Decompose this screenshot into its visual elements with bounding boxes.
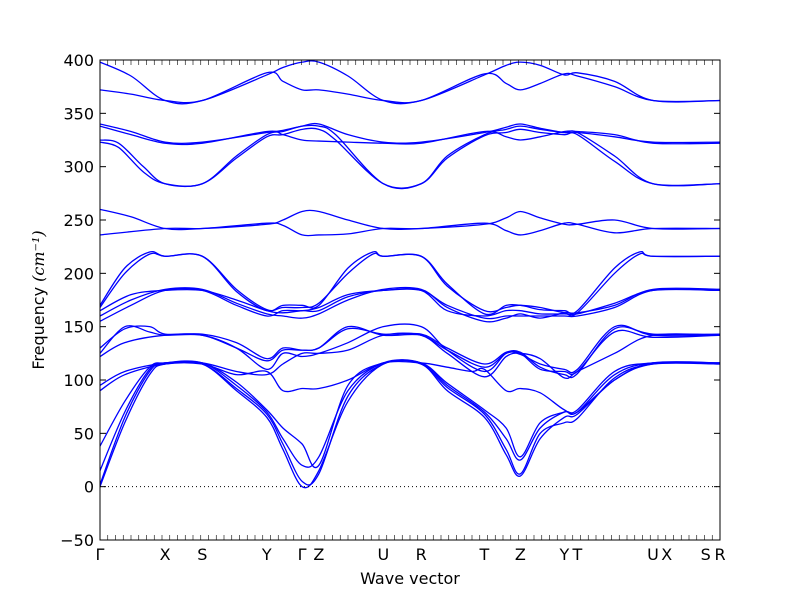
x-tick-label: T xyxy=(479,545,490,564)
x-tick-label: R xyxy=(416,545,427,564)
band-12 xyxy=(100,287,720,317)
plot-area xyxy=(99,59,721,541)
x-tick-label: X xyxy=(160,545,171,564)
x-tick-label: Γ xyxy=(96,545,105,564)
y-tick-label: 400 xyxy=(63,51,94,70)
y-tick-label: 100 xyxy=(63,371,94,390)
band-20 xyxy=(100,122,720,145)
x-tick-label: Y xyxy=(261,545,272,564)
y-tick-label: 300 xyxy=(63,158,94,177)
band-5 xyxy=(100,360,720,416)
band-14 xyxy=(100,250,720,315)
band-19 xyxy=(100,125,720,146)
phonon-bands xyxy=(100,60,720,489)
y-tick-label: 350 xyxy=(63,104,94,123)
y-axis-label-text: Frequency xyxy=(29,287,48,370)
y-axis-ticks: −50 0 50 100 150 200 250 300 350 400 xyxy=(60,51,720,550)
x-tick-label: S xyxy=(701,545,711,564)
y-tick-label: 0 xyxy=(84,478,94,497)
band-16 xyxy=(100,208,720,237)
y-tick-label: 50 xyxy=(74,424,94,443)
x-axis-label: Wave vector xyxy=(360,569,460,588)
band-9 xyxy=(100,325,720,379)
x-tick-label: Y xyxy=(558,545,569,564)
band-22 xyxy=(100,61,720,105)
band-18 xyxy=(100,127,720,189)
y-tick-label: −50 xyxy=(60,531,94,550)
x-tick-label: T xyxy=(572,545,583,564)
band-11 xyxy=(100,286,720,323)
y-tick-label: 200 xyxy=(63,264,94,283)
x-tick-label: Z xyxy=(515,545,526,564)
x-tick-label: U xyxy=(377,545,389,564)
x-tick-label: X xyxy=(661,545,672,564)
x-tick-label: U xyxy=(647,545,659,564)
y-tick-label: 150 xyxy=(63,318,94,337)
x-tick-label: R xyxy=(714,545,725,564)
y-axis-unit: (cm⁻¹) xyxy=(29,230,48,281)
y-axis-label: Frequency (cm⁻¹) xyxy=(29,230,48,369)
x-tick-label: Γ xyxy=(298,545,307,564)
y-tick-label: 250 xyxy=(63,211,94,230)
x-tick-label: S xyxy=(197,545,207,564)
x-tick-label: Z xyxy=(313,545,324,564)
